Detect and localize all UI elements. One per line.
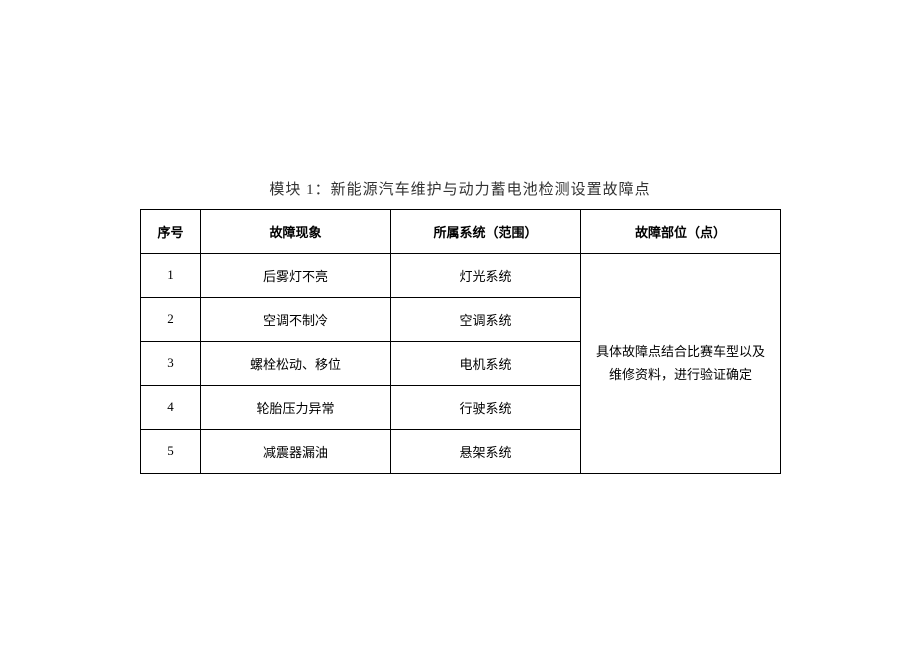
cell-system: 行驶系统 bbox=[391, 385, 581, 429]
cell-symptom: 空调不制冷 bbox=[201, 297, 391, 341]
cell-symptom: 螺栓松动、移位 bbox=[201, 341, 391, 385]
header-location: 故障部位（点） bbox=[581, 209, 781, 253]
cell-seq: 1 bbox=[141, 253, 201, 297]
cell-seq: 4 bbox=[141, 385, 201, 429]
cell-symptom: 减震器漏油 bbox=[201, 429, 391, 473]
merged-line1: 具体故障点结合比赛车型以及 bbox=[596, 344, 765, 359]
cell-location-merged: 具体故障点结合比赛车型以及 维修资料，进行验证确定 bbox=[581, 253, 781, 473]
document-content: 模块 1：新能源汽车维护与动力蓄电池检测设置故障点 序号 故障现象 所属系统（范… bbox=[140, 178, 780, 474]
header-seq: 序号 bbox=[141, 209, 201, 253]
cell-system: 灯光系统 bbox=[391, 253, 581, 297]
cell-system: 悬架系统 bbox=[391, 429, 581, 473]
header-system: 所属系统（范围） bbox=[391, 209, 581, 253]
merged-line2: 维修资料，进行验证确定 bbox=[609, 367, 752, 382]
table-row: 1 后雾灯不亮 灯光系统 具体故障点结合比赛车型以及 维修资料，进行验证确定 bbox=[141, 253, 781, 297]
cell-seq: 3 bbox=[141, 341, 201, 385]
header-symptom: 故障现象 bbox=[201, 209, 391, 253]
table-title: 模块 1：新能源汽车维护与动力蓄电池检测设置故障点 bbox=[140, 178, 780, 199]
cell-system: 电机系统 bbox=[391, 341, 581, 385]
cell-symptom: 轮胎压力异常 bbox=[201, 385, 391, 429]
fault-table: 序号 故障现象 所属系统（范围） 故障部位（点） 1 后雾灯不亮 灯光系统 具体… bbox=[140, 209, 781, 474]
cell-system: 空调系统 bbox=[391, 297, 581, 341]
cell-seq: 5 bbox=[141, 429, 201, 473]
table-header-row: 序号 故障现象 所属系统（范围） 故障部位（点） bbox=[141, 209, 781, 253]
cell-seq: 2 bbox=[141, 297, 201, 341]
cell-symptom: 后雾灯不亮 bbox=[201, 253, 391, 297]
